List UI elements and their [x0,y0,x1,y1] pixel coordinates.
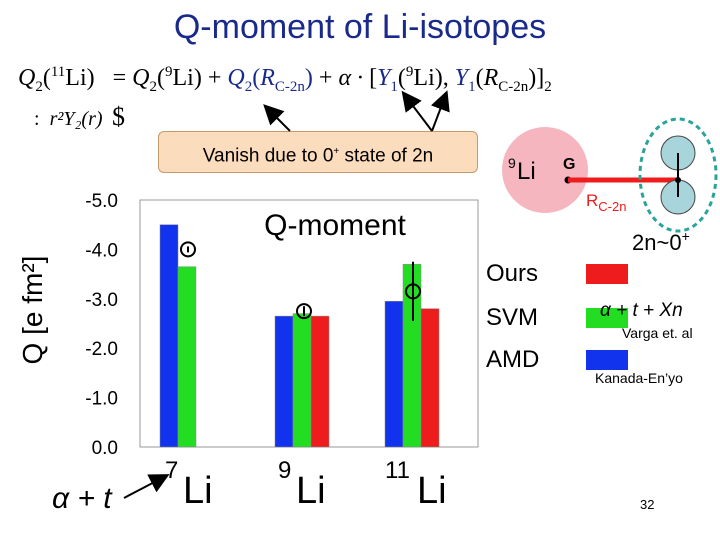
bar-svm-7li [177,266,197,448]
legend-label-svm: SVM [486,304,538,331]
svm-formula: α + t + Xn [600,300,683,321]
x-label-symbol: Li [296,470,326,512]
y-tick-label: -4.0 [85,240,118,261]
g-label: G [563,156,575,173]
legend: Ours SVM AMD [486,260,628,373]
svm-reference: Varga et. al [622,325,693,341]
y-tick-label: 0.0 [92,438,118,459]
alpha-t-label: α + t [52,482,113,515]
y-tick-label: -5.0 [85,191,118,212]
x-label-symbol: Li [417,470,447,512]
bar-group [159,224,440,448]
neutron-cm [675,177,681,183]
bar-amd-9li [274,315,294,448]
x-label-symbol: Li [183,470,213,512]
li9-mass: 9 [508,155,516,171]
y-axis-label-text: Q [e fm²] [17,256,48,365]
equation-line: Q2(11Li) = Q2(9Li) + Q2(RC-2n) + α · [Y1… [18,64,552,95]
alpha-t-arrow [123,474,170,499]
x-label-mass: 7 [165,457,178,484]
two-n-label: 2n~0+ [632,228,690,255]
y-axis-ticks: -5.0 -4.0 -3.0 -2.0 -1.0 0.0 [85,191,118,459]
operator-note: : r²Y₂(r) [34,108,103,130]
y-tick-label: -3.0 [85,290,118,311]
amd-reference: Kanada-En’yo [595,370,683,386]
x-axis-labels: 7 Li 9 Li 11 Li [165,457,447,512]
y-tick-label: -2.0 [85,339,118,360]
legend-label-amd: AMD [486,346,539,373]
exp-point [405,283,421,300]
bar-ours-11li [420,308,440,448]
chart-title: Q-moment [264,209,406,242]
bar-svm-9li [292,313,312,448]
bar-amd-7li [159,224,179,448]
legend-swatch-amd [586,350,628,370]
x-label-mass: 11 [385,457,410,484]
li9-core-circle [502,127,588,213]
x-label-mass: 9 [278,457,291,484]
y-axis-label: Q [e fm²] [17,256,48,365]
legend-swatch-ours [586,264,628,284]
li9-symbol: Li [517,158,536,185]
legend-label-ours: Ours [486,260,538,287]
callout-arrow-left [263,104,291,132]
rc2n-label: RC-2n [586,191,626,214]
callout-arrow-mid [401,90,433,132]
legend-swatch-svm [586,308,628,328]
slide-title: Q-moment of Li-isotopes [173,8,547,46]
callout-arrow-right [430,90,450,132]
experimental-markers [180,241,421,322]
bar-amd-11li [384,301,404,448]
note-symbol: $ [112,102,125,131]
exp-point [180,241,196,258]
slide-number: 32 [640,497,655,512]
eq-q2: Q [18,65,36,91]
vanish-callout: Vanish due to 0+ state of 2n [158,131,478,173]
dineutron-dashed-circle [638,117,718,233]
bar-ours-9li [310,315,330,448]
exp-point [296,303,312,320]
y-tick-label: -1.0 [85,389,118,410]
